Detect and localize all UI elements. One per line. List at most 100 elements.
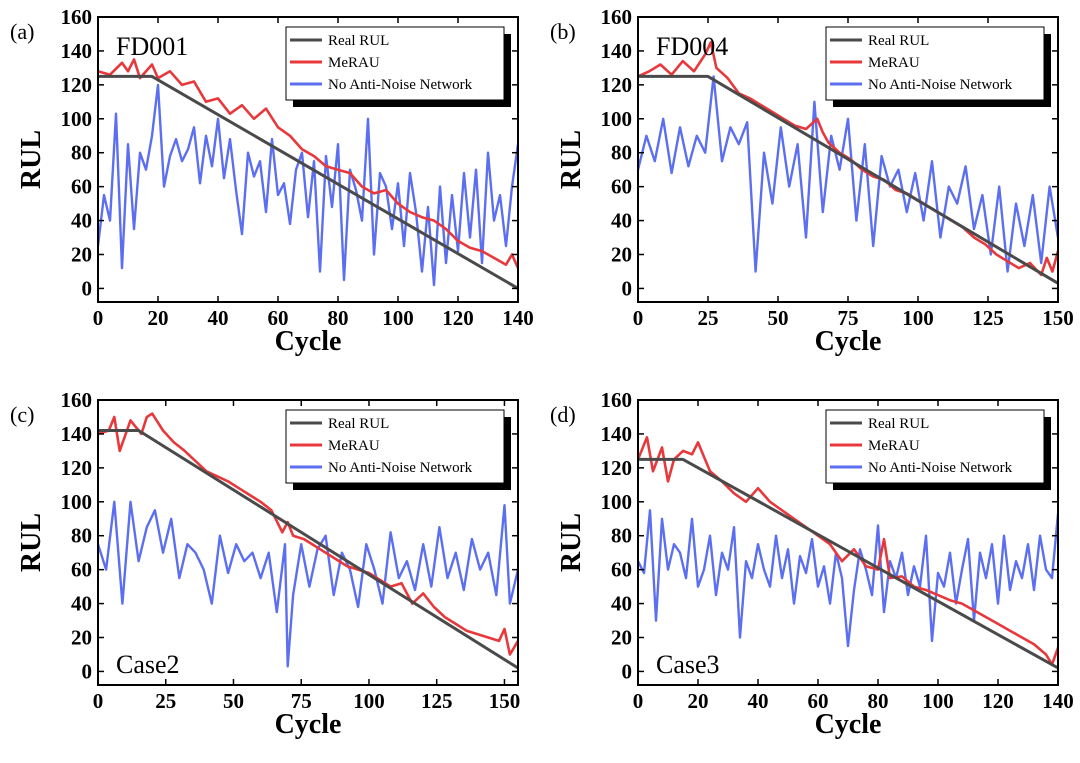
y-tick-label: 60: [611, 558, 632, 582]
case-label: FD001: [116, 32, 188, 61]
x-tick-label: 140: [502, 306, 534, 330]
panel-label: (c): [10, 402, 34, 427]
series-line-real-rul: [98, 76, 518, 288]
y-tick-label: 160: [61, 388, 93, 412]
y-tick-label: 40: [611, 592, 632, 616]
y-tick-label: 140: [61, 422, 93, 446]
x-tick-label: 25: [698, 306, 719, 330]
legend-entry: No Anti-Noise Network: [328, 77, 473, 93]
x-tick-label: 0: [93, 306, 104, 330]
y-tick-label: 120: [61, 73, 93, 97]
y-axis-title: RUL: [556, 513, 587, 572]
y-axis-title: RUL: [16, 513, 47, 572]
y-tick-label: 80: [611, 141, 632, 165]
case-label: Case2: [116, 650, 180, 679]
y-tick-label: 40: [71, 209, 92, 233]
legend-entry: MeRAU: [868, 55, 920, 71]
x-tick-label: 100: [922, 689, 954, 713]
x-tick-label: 40: [748, 689, 769, 713]
panel-label: (b): [550, 19, 576, 44]
legend-entry: No Anti-Noise Network: [868, 77, 1013, 93]
y-tick-label: 140: [601, 422, 633, 446]
y-tick-label: 160: [601, 5, 633, 29]
x-axis-title: Cycle: [275, 709, 342, 740]
y-tick-label: 60: [611, 175, 632, 199]
panel-d: 0 20 40 60 80 100 120 140 160 0 20 40 60 80 100 120 140 C…: [550, 388, 1074, 740]
legend-entry: Real RUL: [328, 33, 389, 49]
x-tick-label: 100: [382, 306, 414, 330]
x-tick-label: 25: [155, 689, 176, 713]
x-axis-title: Cycle: [275, 326, 342, 357]
panel-b: 0 20 40 60 80 100 120 140 160 0 25 50 75 100 125 150 Cyc…: [550, 5, 1074, 357]
y-tick-label: 0: [622, 659, 633, 683]
series-line-no-anti-noise: [98, 502, 518, 667]
y-tick-label: 20: [611, 626, 632, 650]
y-tick-label: 80: [71, 141, 92, 165]
x-tick-label: 40: [208, 306, 229, 330]
x-tick-label: 150: [1042, 306, 1074, 330]
x-tick-label: 20: [688, 689, 709, 713]
x-tick-label: 0: [93, 689, 104, 713]
y-tick-label: 100: [61, 107, 93, 131]
y-tick-label: 120: [601, 73, 633, 97]
figure: 0 20 40 60 80 100 120 140 160 0 20 40 60 80 100 120 140 C…: [0, 0, 1080, 763]
y-tick-label: 0: [82, 276, 93, 300]
x-tick-label: 100: [902, 306, 934, 330]
panel-c: 0 20 40 60 80 100 120 140 160 0 25 50 75 100 125 150 Cyc…: [10, 388, 520, 740]
panel-label: (a): [10, 19, 34, 44]
x-tick-label: 100: [353, 689, 385, 713]
legend: Real RUL MeRAU No Anti-Noise Network: [286, 410, 511, 490]
x-tick-label: 120: [442, 306, 474, 330]
y-tick-label: 0: [622, 276, 633, 300]
x-tick-label: 125: [421, 689, 453, 713]
y-tick-label: 60: [71, 175, 92, 199]
case-label: FD004: [656, 32, 728, 61]
y-tick-label: 100: [601, 490, 633, 514]
y-tick-label: 120: [61, 456, 93, 480]
x-tick-label: 0: [633, 689, 644, 713]
x-axis-title: Cycle: [815, 709, 882, 740]
legend: Real RUL MeRAU No Anti-Noise Network: [286, 27, 511, 107]
y-axis-title: RUL: [556, 130, 587, 189]
y-tick-label: 100: [61, 490, 93, 514]
y-tick-label: 80: [611, 524, 632, 548]
y-axis-title: RUL: [16, 130, 47, 189]
panel-a: 0 20 40 60 80 100 120 140 160 0 20 40 60 80 100 120 140 C…: [10, 5, 534, 357]
case-label: Case3: [656, 650, 720, 679]
y-tick-label: 20: [71, 626, 92, 650]
panel-label: (d): [550, 402, 576, 427]
legend-entry: Real RUL: [868, 33, 929, 49]
legend-entry: No Anti-Noise Network: [328, 460, 473, 476]
legend-entry: No Anti-Noise Network: [868, 460, 1013, 476]
y-tick-label: 20: [71, 243, 92, 267]
legend-entry: Real RUL: [328, 416, 389, 432]
x-tick-label: 20: [148, 306, 169, 330]
y-tick-label: 80: [71, 524, 92, 548]
y-tick-label: 140: [61, 39, 93, 63]
x-tick-label: 50: [768, 306, 789, 330]
y-tick-label: 160: [601, 388, 633, 412]
series-line-no-anti-noise: [638, 510, 1058, 646]
y-tick-label: 20: [611, 243, 632, 267]
x-tick-label: 50: [223, 689, 244, 713]
y-tick-label: 100: [601, 107, 633, 131]
y-tick-label: 40: [611, 209, 632, 233]
legend: Real RUL MeRAU No Anti-Noise Network: [826, 27, 1051, 107]
y-tick-label: 160: [61, 5, 93, 29]
x-tick-label: 125: [972, 306, 1004, 330]
legend-entry: Real RUL: [868, 416, 929, 432]
legend: Real RUL MeRAU No Anti-Noise Network: [826, 410, 1051, 490]
y-tick-label: 60: [71, 558, 92, 582]
x-axis-title: Cycle: [815, 326, 882, 357]
y-tick-label: 140: [601, 39, 633, 63]
y-tick-label: 120: [601, 456, 633, 480]
legend-entry: MeRAU: [328, 438, 380, 454]
x-tick-label: 120: [982, 689, 1014, 713]
y-tick-label: 40: [71, 592, 92, 616]
y-tick-label: 0: [82, 659, 93, 683]
x-tick-label: 150: [489, 689, 521, 713]
legend-entry: MeRAU: [868, 438, 920, 454]
x-tick-label: 140: [1042, 689, 1074, 713]
series-line-no-anti-noise: [98, 85, 518, 285]
x-tick-label: 0: [633, 306, 644, 330]
